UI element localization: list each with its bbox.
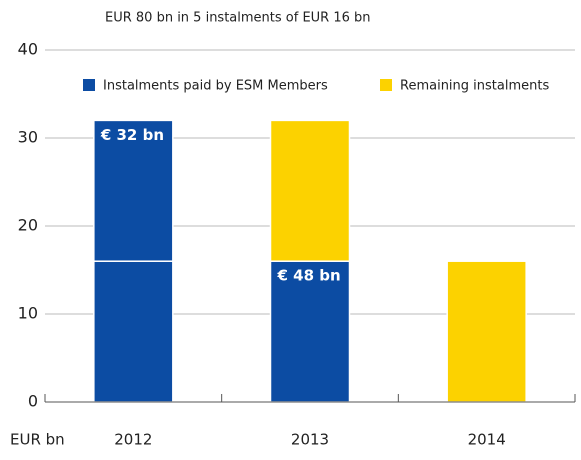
chart-title: EUR 80 bn in 5 instalments of EUR 16 bn — [105, 11, 371, 26]
y-axis-label: EUR bn — [10, 431, 65, 449]
legend-label: Instalments paid by ESM Members — [103, 79, 328, 94]
y-tick-label: 0 — [28, 392, 38, 411]
legend-swatch — [83, 79, 95, 91]
y-tick-label: 10 — [18, 304, 38, 323]
legend-label: Remaining instalments — [400, 79, 549, 94]
bar-segment — [446, 260, 527, 403]
y-tick-label: 30 — [18, 128, 38, 147]
annotation: € 32 bn — [100, 126, 164, 144]
x-tick-label: 2013 — [291, 431, 329, 449]
bar-segment — [93, 119, 174, 262]
legend-swatch — [380, 79, 392, 91]
x-tick-label: 2012 — [114, 431, 152, 449]
bar-segment — [93, 260, 174, 403]
y-tick-label: 40 — [18, 40, 38, 59]
y-tick-label: 20 — [18, 216, 38, 235]
annotation: € 48 bn — [277, 267, 341, 285]
x-tick-label: 2014 — [468, 431, 506, 449]
bar-segment — [269, 119, 351, 262]
